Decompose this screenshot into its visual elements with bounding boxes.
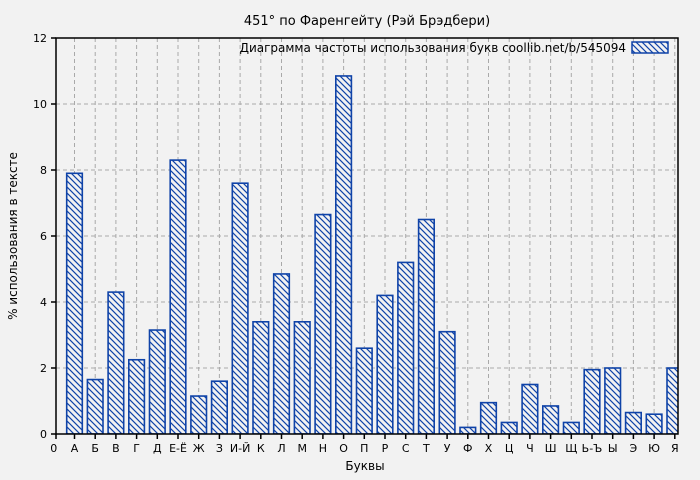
x-tick-label: С — [402, 442, 410, 455]
bar-Щ — [562, 421, 580, 434]
y-tick-label: 0 — [40, 428, 47, 441]
x-tick-label: З — [216, 442, 223, 455]
chart-title: 451° по Фаренгейту (Рэй Брэдбери) — [244, 14, 490, 29]
x-tick-label: Ж — [193, 442, 205, 455]
x-tick-label: К — [257, 442, 265, 455]
bars — [65, 75, 678, 434]
bar-Ч — [521, 383, 539, 434]
bar-Б — [86, 378, 104, 434]
x-tick-label: Е-Ё — [169, 442, 187, 455]
x-tick-label: А — [71, 442, 79, 455]
bar-В — [107, 291, 125, 434]
bar-З — [210, 380, 229, 434]
x-tick-label: Т — [422, 442, 430, 455]
x-tick-label: Ф — [463, 442, 472, 455]
bar-Ы — [604, 367, 622, 434]
bar-Ю — [645, 413, 663, 434]
x-tick-label: Ь-Ъ — [582, 442, 603, 455]
y-tick-label: 2 — [40, 362, 47, 375]
y-tick-label: 4 — [40, 296, 47, 309]
bar-Х — [479, 401, 498, 434]
x-tick-label: Н — [319, 442, 327, 455]
bar-Н — [314, 213, 332, 434]
x-tick-label: Э — [630, 442, 638, 455]
bar-К — [252, 320, 270, 434]
bar-С — [397, 261, 415, 434]
bar-Э — [624, 411, 642, 434]
y-tick-label: 8 — [40, 164, 47, 177]
bar-Т — [417, 218, 436, 434]
x-tick-label: О — [339, 442, 348, 455]
x-tick-label: Х — [485, 442, 493, 455]
x-tick-label: В — [112, 442, 120, 455]
bar-Ц — [500, 421, 518, 434]
bar-Ф — [459, 426, 477, 434]
bar-О — [334, 75, 353, 434]
bar-Л — [272, 273, 291, 434]
x-tick-label: Ы — [608, 442, 618, 455]
bar-И-Й — [231, 182, 249, 434]
x-tick-label: М — [297, 442, 307, 455]
bar-Д — [148, 329, 166, 434]
x-tick-label: Ш — [545, 442, 557, 455]
x-tick-label: У — [444, 442, 451, 455]
bar-Р — [376, 294, 394, 434]
x-tick-label: Ц — [505, 442, 514, 455]
x-tick-label: Р — [382, 442, 389, 455]
bar-Ь-Ъ — [583, 368, 601, 434]
bar-М — [293, 320, 311, 434]
y-tick-label: 10 — [33, 98, 47, 111]
x-tick-label: Ч — [526, 442, 534, 455]
x-tick-label: Д — [153, 442, 162, 455]
legend-swatch-icon — [631, 41, 669, 54]
x-tick-label: 0 — [50, 442, 57, 455]
x-tick-label: Л — [277, 442, 285, 455]
y-tick-labels: 0 2 4 6 8 10 12 — [33, 32, 47, 441]
y-tick-label: 6 — [40, 230, 47, 243]
x-tick-label: И-Й — [230, 442, 250, 455]
bar-А — [65, 172, 84, 434]
x-axis-label: Буквы — [345, 459, 384, 473]
bar-Ш — [541, 405, 560, 434]
axis-ticks — [51, 37, 676, 439]
bar-П — [355, 347, 373, 434]
x-tick-label: Б — [91, 442, 99, 455]
y-axis-label: % использования в тексте — [6, 152, 20, 320]
bar-Ж — [190, 395, 208, 434]
x-tick-label: Щ — [565, 442, 577, 455]
bar-Я — [666, 367, 678, 434]
bar-Е-Ё — [169, 159, 187, 434]
x-tick-label: Я — [671, 442, 679, 455]
x-tick-label: Ю — [648, 442, 660, 455]
x-tick-label: П — [360, 442, 368, 455]
y-tick-label: 12 — [33, 32, 47, 45]
x-tick-labels: 0 А Б В Г Д Е-Ё Ж З И-Й К Л М Н О П Р С Т У Ф Х Ц Ч Ш Щ Ь-Ъ Ы Э Ю Я — [50, 442, 678, 455]
x-tick-label: Г — [133, 442, 140, 455]
bar-У — [438, 330, 456, 434]
bar-Г — [128, 358, 146, 434]
legend-label: Диаграмма частоты использования букв coo… — [240, 41, 626, 55]
